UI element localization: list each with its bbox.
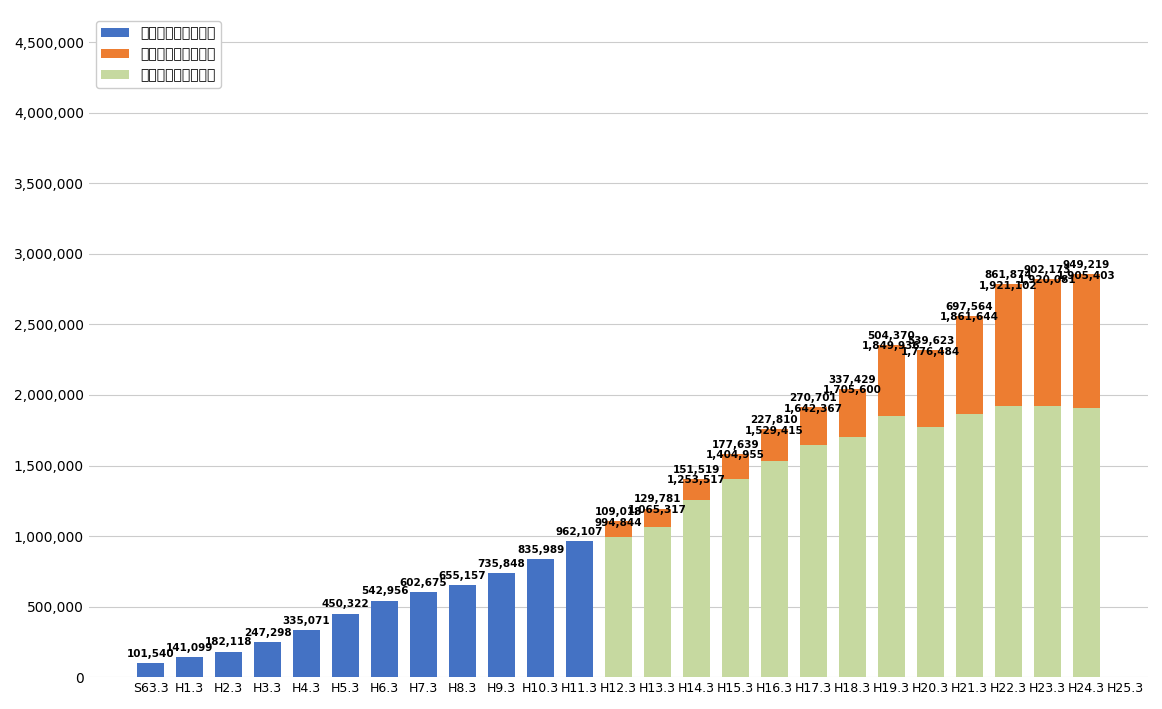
- Text: 1,861,644: 1,861,644: [940, 313, 999, 323]
- Text: 1,849,936: 1,849,936: [862, 341, 920, 352]
- Text: 655,157: 655,157: [439, 571, 487, 581]
- Text: 1,529,415: 1,529,415: [745, 425, 804, 435]
- Bar: [332, 614, 359, 677]
- Text: 151,519: 151,519: [673, 464, 720, 475]
- Text: 335,071: 335,071: [282, 615, 330, 626]
- Bar: [955, 415, 983, 677]
- Bar: [1073, 408, 1100, 677]
- Legend: コンピュータ総台数, 校務用コンピュータ, 教育用コンピュータ: コンピュータ総台数, 校務用コンピュータ, 教育用コンピュータ: [95, 21, 221, 88]
- Text: 337,429: 337,429: [829, 374, 876, 385]
- Text: 602,675: 602,675: [400, 578, 447, 588]
- Text: 962,107: 962,107: [555, 527, 603, 537]
- Text: 994,844: 994,844: [595, 518, 643, 527]
- Bar: [293, 630, 321, 677]
- Text: 1,776,484: 1,776,484: [901, 347, 960, 357]
- Text: 1,705,600: 1,705,600: [823, 385, 882, 395]
- Bar: [526, 559, 554, 677]
- Bar: [215, 652, 243, 677]
- Text: 1,921,102: 1,921,102: [980, 281, 1038, 291]
- Text: 1,065,317: 1,065,317: [627, 505, 687, 515]
- Text: 1,253,517: 1,253,517: [667, 475, 726, 485]
- Bar: [839, 389, 866, 437]
- Bar: [566, 542, 593, 677]
- Bar: [137, 663, 164, 677]
- Bar: [1073, 274, 1100, 408]
- Text: 1,920,081: 1,920,081: [1018, 275, 1077, 285]
- Text: 835,989: 835,989: [517, 545, 564, 555]
- Text: 1,905,403: 1,905,403: [1057, 271, 1116, 281]
- Bar: [877, 416, 905, 677]
- Bar: [761, 429, 788, 462]
- Bar: [683, 479, 710, 501]
- Text: 109,018: 109,018: [595, 507, 643, 518]
- Bar: [995, 406, 1023, 677]
- Text: 247,298: 247,298: [244, 628, 292, 638]
- Bar: [449, 585, 476, 677]
- Text: 129,781: 129,781: [633, 494, 681, 504]
- Bar: [605, 537, 632, 677]
- Text: 450,322: 450,322: [322, 599, 370, 610]
- Text: 177,639: 177,639: [711, 440, 759, 450]
- Bar: [1034, 279, 1061, 406]
- Text: 227,810: 227,810: [751, 415, 798, 425]
- Bar: [722, 479, 749, 677]
- Bar: [644, 508, 672, 527]
- Text: 902,173: 902,173: [1024, 264, 1071, 274]
- Bar: [410, 592, 437, 677]
- Text: 539,623: 539,623: [906, 336, 954, 346]
- Text: 949,219: 949,219: [1063, 260, 1110, 270]
- Bar: [371, 601, 399, 677]
- Bar: [917, 427, 944, 677]
- Text: 735,848: 735,848: [478, 559, 525, 569]
- Bar: [254, 642, 281, 677]
- Bar: [955, 316, 983, 415]
- Text: 101,540: 101,540: [127, 649, 174, 659]
- Text: 141,099: 141,099: [166, 643, 214, 653]
- Bar: [1034, 406, 1061, 677]
- Text: 182,118: 182,118: [205, 637, 252, 647]
- Bar: [722, 454, 749, 479]
- Bar: [917, 350, 944, 427]
- Text: 504,370: 504,370: [868, 330, 916, 341]
- Bar: [995, 284, 1023, 406]
- Bar: [799, 407, 827, 445]
- Bar: [877, 345, 905, 416]
- Bar: [605, 521, 632, 537]
- Bar: [644, 527, 672, 677]
- Text: 861,874: 861,874: [984, 270, 1032, 280]
- Text: 542,956: 542,956: [361, 586, 408, 596]
- Bar: [799, 445, 827, 677]
- Text: 697,564: 697,564: [946, 302, 994, 312]
- Bar: [175, 657, 203, 677]
- Bar: [683, 501, 710, 677]
- Text: 270,701: 270,701: [789, 393, 838, 403]
- Bar: [488, 574, 515, 677]
- Text: 1,642,367: 1,642,367: [784, 403, 842, 413]
- Bar: [839, 437, 866, 677]
- Bar: [761, 462, 788, 677]
- Text: 1,404,955: 1,404,955: [706, 450, 765, 460]
